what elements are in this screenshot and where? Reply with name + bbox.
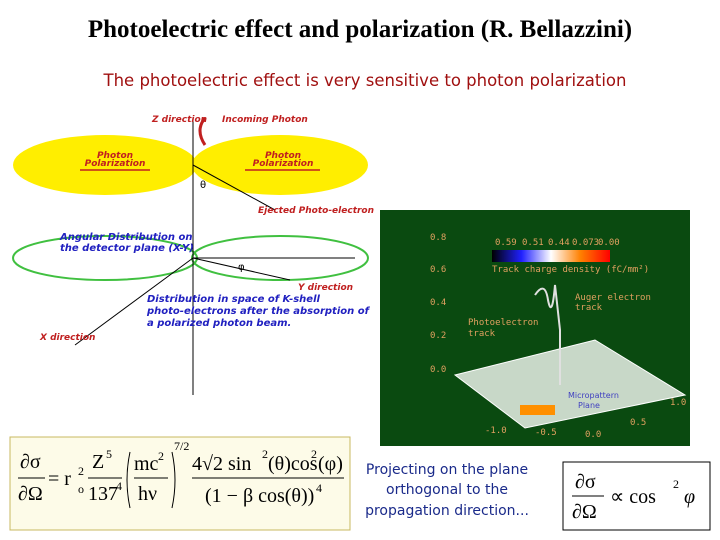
title: Photoelectric effect and polarization (R… [88,16,632,43]
axis-tick: 0.4 [430,298,446,308]
cb-tick: 0.51 [522,238,544,248]
caption: Projecting on the plane orthogonal to th… [365,462,529,519]
label: Angular Distribution on [59,232,193,243]
caption-line: propagation direction... [365,503,529,519]
track [534,284,561,385]
f: 2 [78,464,84,478]
label: Photoelectron [468,318,538,328]
f: (1 − β cos(θ)) [205,485,314,507]
f: ∝ cos [610,486,656,508]
label: Auger electron [575,293,651,303]
x-axis [74,257,194,346]
label: Incoming Photon [222,115,308,125]
label: Photon [97,151,133,161]
f: 2 [262,447,268,461]
label: Plane [578,401,600,410]
colorbar [492,250,610,262]
f: o [78,482,84,496]
f: 4 [316,481,322,495]
cb-tick: 0.44 [548,238,570,248]
axis-tick: -1.0 [485,426,507,436]
label: Z direction [151,115,207,125]
cb-tick: 0.59 [495,238,517,248]
electron-path [192,164,276,211]
label: Y direction [298,283,353,293]
phi: φ [238,262,245,273]
label: X direction [39,333,95,343]
f: (φ) [318,453,343,475]
f: 2 [311,447,317,461]
f: = r [48,468,71,490]
plane [453,339,687,429]
f: 4 [116,479,122,493]
f: 4√2 sin [192,453,251,475]
f: mc [134,453,159,475]
axis-tick: 1.0 [670,398,686,408]
label: the detector plane (X-Y) [60,243,194,254]
axis-tick: 0.5 [630,418,646,428]
caption-line: Projecting on the plane [366,462,528,478]
caption-line: orthogonal to the [386,482,508,498]
f: hν [138,483,157,505]
track-image: 0.59 0.51 0.44 0.073 0.00 Track charge d… [380,210,690,446]
projection [192,257,291,281]
f: ∂Ω [18,483,43,505]
cb-tick: 0.00 [598,238,620,248]
photon-arrow [198,117,207,146]
f: ∂σ [20,451,41,473]
polarization-diagram: Z direction Incoming Photon Photon Polar… [10,108,374,395]
axis-tick: 0.0 [585,430,601,440]
formula: ∂σ ∂Ω = r o 2 Z 5 137 4 mc 2 hν 7/2 4√2 … [9,436,351,531]
axis-tick: -0.5 [535,428,557,438]
label: Polarization [253,159,314,169]
f: Z [92,451,104,473]
label: photo-electrons after the absorption of [146,306,371,317]
f: 137 [88,483,118,505]
subtitle: The photoelectric effect is very sensiti… [103,71,627,90]
f: φ [684,486,695,508]
f: 2 [158,449,164,463]
paren [126,451,176,509]
axis-tick: 0.8 [430,233,446,243]
f: ∂σ [575,471,596,493]
label: Distribution in space of K-shell [147,294,321,305]
f: 7/2 [174,439,189,453]
cb-label: Track charge density (fC/mm²) [492,265,649,275]
formula-box [9,436,351,531]
charge [520,405,555,415]
ellipse [191,235,369,281]
result-formula: ∂σ ∂Ω ∝ cos 2 φ [562,461,711,531]
ellipse [192,135,368,195]
theta: θ [200,180,206,191]
label: Polarization [85,159,146,169]
label: Photon [265,151,301,161]
label: Ejected Photo-electron [258,206,374,216]
f: ∂Ω [572,501,597,523]
axis-tick: 0.6 [430,265,446,275]
label: track [468,329,496,339]
axis-tick: 0.0 [430,365,446,375]
label: a polarized photon beam. [147,318,291,329]
cb-tick: 0.073 [572,238,599,248]
label: track [575,303,603,313]
label: Micropattern [568,391,619,400]
f: 2 [673,477,679,491]
ellipse [13,135,197,195]
axis-tick: 0.2 [430,331,446,341]
f: (θ)cos [268,453,318,475]
f: 5 [106,447,112,461]
